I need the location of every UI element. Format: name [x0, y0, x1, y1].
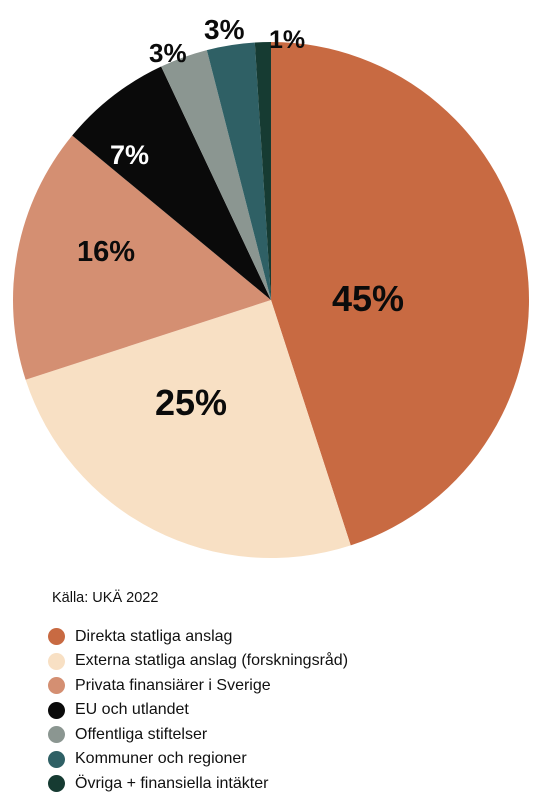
legend-item: Kommuner och regioner	[48, 748, 348, 771]
pie-svg	[0, 0, 542, 560]
legend-swatch	[48, 775, 65, 792]
legend-label: Externa statliga anslag (forskningsråd)	[75, 652, 348, 670]
legend-item: Direkta statliga anslag	[48, 625, 348, 648]
legend-item: Privata finansiärer i Sverige	[48, 674, 348, 697]
legend-label: Övriga + finansiella intäkter	[75, 775, 268, 793]
legend-swatch	[48, 653, 65, 670]
legend-label: Privata finansiärer i Sverige	[75, 677, 271, 695]
slice-label: 3%	[149, 38, 187, 69]
slice-label: 1%	[269, 26, 305, 55]
slice-label: 45%	[332, 278, 404, 320]
legend-swatch	[48, 677, 65, 694]
legend: Direkta statliga anslag Externa statliga …	[48, 625, 348, 797]
legend-item: Övriga + finansiella intäkter	[48, 772, 348, 795]
legend-swatch	[48, 702, 65, 719]
legend-item: EU och utlandet	[48, 699, 348, 722]
legend-label: EU och utlandet	[75, 701, 189, 719]
slice-label: 7%	[110, 140, 149, 171]
slice-label: 3%	[204, 14, 244, 46]
pie-chart: 45% 25% 16% 7% 3% 3% 1%	[0, 0, 542, 560]
source-text: Källa: UKÄ 2022	[52, 590, 158, 606]
legend-swatch	[48, 628, 65, 645]
legend-swatch	[48, 726, 65, 743]
legend-label: Direkta statliga anslag	[75, 628, 232, 646]
legend-item: Offentliga stiftelser	[48, 723, 348, 746]
legend-item: Externa statliga anslag (forskningsråd)	[48, 650, 348, 673]
legend-label: Kommuner och regioner	[75, 750, 247, 768]
slice-label: 16%	[77, 236, 135, 269]
slice-label: 25%	[155, 382, 227, 424]
legend-label: Offentliga stiftelser	[75, 726, 207, 744]
legend-swatch	[48, 751, 65, 768]
